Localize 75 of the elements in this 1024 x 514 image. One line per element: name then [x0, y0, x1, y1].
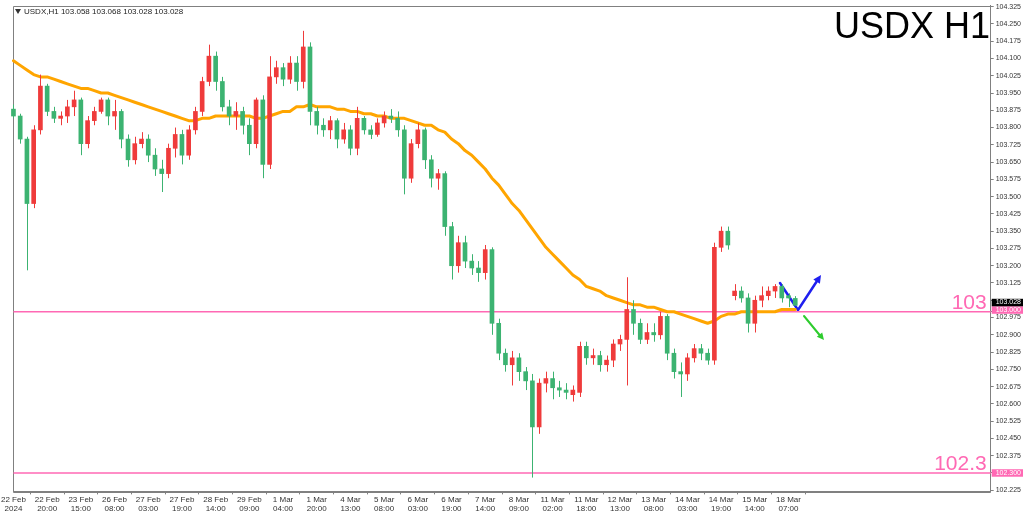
x-tick-label: 11 Mar 02:00: [540, 495, 566, 513]
candlestick: [779, 283, 785, 304]
candlestick: [455, 235, 461, 274]
candlestick: [482, 244, 488, 281]
candlestick: [644, 322, 650, 345]
x-tick-label: 27 Feb 03:00: [135, 495, 162, 513]
candlestick: [435, 168, 441, 191]
candlestick: [145, 133, 151, 163]
candlestick: [327, 115, 333, 140]
candlestick: [65, 99, 70, 124]
candlestick: [637, 318, 643, 345]
candlestick: [658, 311, 663, 340]
candlestick: [294, 55, 299, 92]
candlestick: [172, 127, 178, 158]
x-tick-label: 15 Mar 14:00: [742, 495, 768, 513]
candlestick: [247, 117, 252, 156]
candlestick: [550, 371, 555, 400]
candlestick: [112, 99, 117, 131]
candlestick: [651, 322, 657, 343]
x-tick-label: 8 Mar 09:00: [508, 495, 530, 513]
x-tick-label: 7 Mar 14:00: [475, 495, 496, 513]
x-tick-label: 6 Mar 03:00: [407, 495, 429, 513]
x-tick-label: 5 Mar 08:00: [373, 495, 395, 513]
x-tick-label: 29 Feb 09:00: [236, 495, 263, 513]
candlestick: [240, 106, 245, 135]
x-tick-label: 1 Mar 20:00: [306, 495, 328, 513]
x-tick-label: 27 Feb 19:00: [169, 495, 195, 513]
chart-subtitle: USDX,H1 103.058 103.068 103.028 103.028: [24, 7, 184, 16]
x-tick-label: 14 Mar 03:00: [674, 495, 701, 513]
ref-line-label: 103: [951, 289, 987, 313]
x-tick-label: 14 Mar 19:00: [708, 495, 734, 513]
candlestick: [523, 366, 528, 391]
candlestick: [375, 117, 380, 138]
candlestick: [132, 136, 138, 165]
candlestick: [193, 106, 198, 135]
candlestick: [341, 122, 347, 145]
candlestick: [428, 154, 434, 188]
candlestick: [280, 62, 286, 87]
candlestick: [287, 55, 293, 85]
x-tick-label: 22 Feb 2024: [1, 495, 27, 513]
candlestick: [159, 159, 165, 193]
x-tick-label: 22 Feb 20:00: [34, 495, 61, 513]
candlestick: [678, 361, 684, 398]
candlestick: [348, 124, 353, 156]
candlestick: [85, 115, 90, 149]
candlestick: [476, 260, 481, 283]
candlestick: [610, 338, 616, 368]
candlestick: [685, 352, 690, 382]
candlestick: [583, 341, 589, 366]
ref-line-label: 102.3: [934, 450, 987, 474]
x-tick-label: 11 Mar 18:00: [574, 495, 599, 513]
candlestick: [92, 106, 97, 126]
chart-title: USDX H1: [833, 5, 990, 46]
x-tick-label: 1 Mar 04:00: [272, 495, 294, 513]
x-tick-label: 26 Feb 08:00: [102, 495, 128, 513]
candlestick: [395, 110, 400, 138]
x-tick-label: 13 Mar 08:00: [641, 495, 667, 513]
candlestick: [273, 60, 279, 85]
candlestick: [631, 299, 636, 336]
candlestick: [752, 295, 758, 333]
candlestick: [17, 113, 23, 145]
x-tick-label: 23 Feb 15:00: [68, 495, 94, 513]
x-tick-label: 18 Mar 07:00: [776, 495, 802, 513]
candlestick: [469, 253, 475, 276]
x-tick-label: 12 Mar 13:00: [607, 495, 633, 513]
candlestick: [321, 117, 326, 138]
candlestick: [503, 348, 508, 373]
candlestick: [105, 97, 111, 126]
candlestick: [759, 285, 764, 308]
candlestick: [314, 106, 320, 135]
x-tick-label: 6 Mar 19:00: [441, 495, 463, 513]
x-tick-label: 4 Mar 13:00: [340, 495, 361, 513]
candlestick: [509, 350, 515, 386]
candlestick: [597, 350, 603, 373]
x-tick-label: 28 Feb 14:00: [203, 495, 229, 513]
